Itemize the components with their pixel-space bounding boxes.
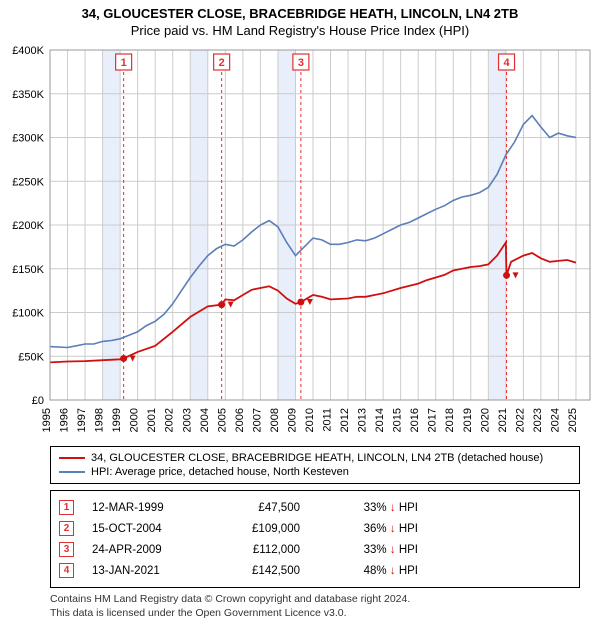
svg-text:2012: 2012 <box>339 408 351 432</box>
event-delta: 36% ↓ HPI <box>318 523 418 535</box>
svg-text:2016: 2016 <box>409 408 421 432</box>
event-row: 3 24-APR-2009 £112,000 33% ↓ HPI <box>59 539 571 560</box>
svg-text:2023: 2023 <box>532 408 544 432</box>
svg-text:2011: 2011 <box>322 408 334 432</box>
footer-line1: Contains HM Land Registry data © Crown c… <box>50 592 580 606</box>
svg-text:2001: 2001 <box>146 408 158 432</box>
event-delta: 48% ↓ HPI <box>318 565 418 577</box>
svg-text:2000: 2000 <box>129 408 141 432</box>
chart-svg: £0 £50K £100K £150K £200K £250K £300K £350K £400… <box>0 40 600 440</box>
svg-text:2014: 2014 <box>374 408 386 432</box>
svg-text:1999: 1999 <box>111 408 123 432</box>
event-row: 2 15-OCT-2004 £109,000 36% ↓ HPI <box>59 518 571 539</box>
svg-text:2: 2 <box>219 57 225 69</box>
svg-text:2021: 2021 <box>497 408 509 432</box>
arrow-down-icon: ↓ <box>390 544 399 556</box>
svg-text:2008: 2008 <box>269 408 281 432</box>
svg-text:2015: 2015 <box>392 408 404 432</box>
svg-text:£400K: £400K <box>12 45 44 57</box>
arrow-down-icon: ↓ <box>390 502 399 514</box>
event-delta: 33% ↓ HPI <box>318 544 418 556</box>
event-date: 12-MAR-1999 <box>92 502 202 514</box>
svg-text:2013: 2013 <box>357 408 369 432</box>
svg-text:1997: 1997 <box>76 408 88 432</box>
event-price: £142,500 <box>220 565 300 577</box>
chart-titles: 34, GLOUCESTER CLOSE, BRACEBRIDGE HEATH,… <box>0 0 600 40</box>
event-date: 13-JAN-2021 <box>92 565 202 577</box>
event-row: 1 12-MAR-1999 £47,500 33% ↓ HPI <box>59 497 571 518</box>
event-row: 4 13-JAN-2021 £142,500 48% ↓ HPI <box>59 560 571 581</box>
event-price: £112,000 <box>220 544 300 556</box>
legend-swatch <box>59 457 85 459</box>
event-price: £109,000 <box>220 523 300 535</box>
svg-text:£100K: £100K <box>12 308 44 320</box>
footer-attribution: Contains HM Land Registry data © Crown c… <box>50 592 580 620</box>
svg-text:2020: 2020 <box>479 408 491 432</box>
svg-text:2010: 2010 <box>304 408 316 432</box>
event-num-badge: 2 <box>59 521 74 536</box>
svg-text:£150K: £150K <box>12 264 44 276</box>
legend-label: HPI: Average price, detached house, Nort… <box>91 466 349 478</box>
event-num-badge: 3 <box>59 542 74 557</box>
legend-row: HPI: Average price, detached house, Nort… <box>59 465 571 479</box>
svg-text:£300K: £300K <box>12 133 44 145</box>
svg-text:1996: 1996 <box>59 408 71 432</box>
event-num-badge: 1 <box>59 500 74 515</box>
arrow-down-icon: ↓ <box>390 523 399 535</box>
event-delta: 33% ↓ HPI <box>318 502 418 514</box>
svg-text:2007: 2007 <box>251 408 263 432</box>
svg-text:1998: 1998 <box>94 408 106 432</box>
svg-text:2019: 2019 <box>462 408 474 432</box>
legend-swatch <box>59 471 85 473</box>
svg-text:2018: 2018 <box>444 408 456 432</box>
svg-text:1995: 1995 <box>41 408 53 432</box>
svg-text:£250K: £250K <box>12 176 44 188</box>
svg-text:£350K: £350K <box>12 89 44 101</box>
svg-text:2025: 2025 <box>567 408 579 432</box>
svg-text:1: 1 <box>121 57 127 69</box>
svg-text:4: 4 <box>503 57 510 69</box>
svg-text:2022: 2022 <box>514 408 526 432</box>
legend-label: 34, GLOUCESTER CLOSE, BRACEBRIDGE HEATH,… <box>91 452 543 464</box>
chart-title-address: 34, GLOUCESTER CLOSE, BRACEBRIDGE HEATH,… <box>8 6 592 21</box>
svg-text:2006: 2006 <box>234 408 246 432</box>
chart-area: £0 £50K £100K £150K £200K £250K £300K £350K £400… <box>0 40 600 440</box>
footer-line2: This data is licensed under the Open Gov… <box>50 606 580 620</box>
legend-row: 34, GLOUCESTER CLOSE, BRACEBRIDGE HEATH,… <box>59 451 571 465</box>
svg-text:£200K: £200K <box>12 220 44 232</box>
svg-text:2003: 2003 <box>181 408 193 432</box>
event-num-badge: 4 <box>59 563 74 578</box>
event-date: 24-APR-2009 <box>92 544 202 556</box>
legend-box: 34, GLOUCESTER CLOSE, BRACEBRIDGE HEATH,… <box>50 446 580 484</box>
svg-text:3: 3 <box>298 57 304 69</box>
svg-text:2024: 2024 <box>549 408 561 432</box>
arrow-down-icon: ↓ <box>390 565 399 577</box>
svg-text:2005: 2005 <box>216 408 228 432</box>
svg-text:2004: 2004 <box>199 408 211 432</box>
svg-text:2017: 2017 <box>427 408 439 432</box>
svg-text:2002: 2002 <box>164 408 176 432</box>
event-date: 15-OCT-2004 <box>92 523 202 535</box>
chart-title-subtitle: Price paid vs. HM Land Registry's House … <box>8 23 592 38</box>
page-container: 34, GLOUCESTER CLOSE, BRACEBRIDGE HEATH,… <box>0 0 600 620</box>
event-price: £47,500 <box>220 502 300 514</box>
svg-text:2009: 2009 <box>286 408 298 432</box>
events-table: 1 12-MAR-1999 £47,500 33% ↓ HPI 2 15-OCT-2004… <box>50 490 580 588</box>
svg-text:£0: £0 <box>32 395 44 407</box>
svg-text:£50K: £50K <box>18 351 44 363</box>
